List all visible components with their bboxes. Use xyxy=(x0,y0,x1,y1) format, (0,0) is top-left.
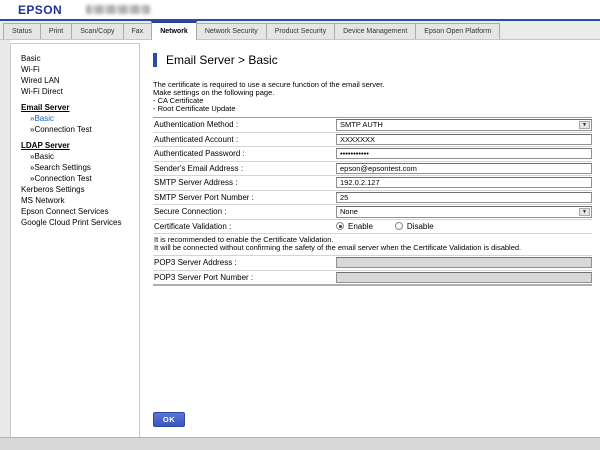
pop3-server-port-number-control xyxy=(336,271,592,283)
smtp-server-port-number-input[interactable] xyxy=(336,191,592,203)
authenticated-password-label: Authenticated Password : xyxy=(154,149,245,159)
ok-button[interactable]: OK xyxy=(153,412,185,427)
email-server-form: Authentication Method : SMTP AUTH ▼ Authent… xyxy=(153,117,592,286)
authentication-method-label: Authentication Method : xyxy=(154,120,239,130)
network-sidebar: Basic Wi-Fi Wired LAN Wi-Fi Direct Email Ser… xyxy=(10,43,140,437)
certificate-validation-option-disable[interactable]: Disable xyxy=(394,221,434,231)
intro-line-2: Make settings on the following page. xyxy=(153,88,275,97)
form-row-authenticated-password: Authenticated Password : xyxy=(153,147,592,162)
certificate-validation-note: It is recommended to enable the Certific… xyxy=(153,234,592,256)
tab-device-management[interactable]: Device Management xyxy=(334,23,416,39)
certificate-validation-option-enable[interactable]: Enable xyxy=(336,222,373,231)
authentication-method-select[interactable]: SMTP AUTH ▼ xyxy=(336,118,592,131)
senders-email-address-label: Sender's Email Address : xyxy=(154,163,244,173)
secure-connection-label: Secure Connection : xyxy=(154,207,227,217)
form-row-pop3-server-port-number: POP3 Server Port Number : xyxy=(153,271,592,286)
page-title: Email Server > Basic xyxy=(166,53,278,67)
sidebar-item-google-cloud-print-services[interactable]: Google Cloud Print Services xyxy=(21,217,122,227)
smtp-server-address-input[interactable] xyxy=(336,177,592,189)
certificate-validation-radio-label-disable: Disable xyxy=(406,221,434,231)
certificate-validation-control: Enable Disable xyxy=(336,222,592,231)
authenticated-account-input[interactable] xyxy=(336,133,592,145)
tab-status[interactable]: Status xyxy=(3,23,40,39)
intro-text: The certificate is required to use a sec… xyxy=(153,81,384,113)
sidebar-item-kerberos-settings[interactable]: Kerberos Settings xyxy=(21,184,85,194)
tab-fax[interactable]: Fax xyxy=(122,23,152,39)
tab-network[interactable]: Network xyxy=(151,21,197,40)
certificate-validation-radio-label-enable: Enable xyxy=(348,221,373,231)
tab-scan-copy[interactable]: Scan/Copy xyxy=(71,23,123,39)
form-row-smtp-server-address: SMTP Server Address : xyxy=(153,176,592,191)
form-row-pop3-server-address: POP3 Server Address : xyxy=(153,256,592,271)
pop3-server-address-label: POP3 Server Address : xyxy=(154,258,237,268)
sidebar-item-search-settings[interactable]: »Search Settings xyxy=(30,162,91,172)
tab-network-security[interactable]: Network Security xyxy=(196,23,266,39)
chevron-down-icon[interactable]: ▼ xyxy=(579,120,590,129)
form-row-authentication-method: Authentication Method : SMTP AUTH ▼ xyxy=(153,118,592,133)
form-row-certificate-validation: Certificate Validation : Enable Disable xyxy=(153,220,592,234)
smtp-server-port-number-label: SMTP Server Port Number : xyxy=(154,192,254,202)
form-row-senders-email-address: Sender's Email Address : xyxy=(153,162,592,176)
main-panel: Email Server > Basic The certificate is … xyxy=(143,40,600,437)
certificate-validation-label: Certificate Validation : xyxy=(154,221,232,231)
secure-connection-control: None ▼ xyxy=(336,205,592,218)
pop3-server-address-control xyxy=(336,257,592,269)
content-card: Basic Wi-Fi Wired LAN Wi-Fi Direct Email Ser… xyxy=(10,40,600,437)
pop3-server-port-number-label: POP3 Server Port Number : xyxy=(154,272,254,282)
intro-line-4: - Root Certificate Update xyxy=(153,104,236,113)
sidebar-item-basic[interactable]: »Basic xyxy=(30,113,55,123)
sidebar-item-basic[interactable]: »Basic xyxy=(30,151,55,161)
authentication-method-selected-value: SMTP AUTH xyxy=(340,120,383,130)
pop3-server-address-input xyxy=(336,257,592,269)
bottom-strip xyxy=(0,437,600,450)
smtp-server-port-number-control xyxy=(336,191,592,203)
form-row-authenticated-account: Authenticated Account : xyxy=(153,133,592,147)
sidebar-item-connection-test[interactable]: »Connection Test xyxy=(30,173,92,183)
model-name-blurred xyxy=(86,5,150,14)
authenticated-account-control xyxy=(336,133,592,145)
intro-line-1: The certificate is required to use a sec… xyxy=(153,80,385,89)
smtp-server-address-label: SMTP Server Address : xyxy=(154,178,238,188)
form-row-secure-connection: Secure Connection : None ▼ xyxy=(153,205,592,220)
pop3-server-port-number-input xyxy=(336,271,592,283)
note-line-2: It will be connected without confirming … xyxy=(154,243,522,252)
sidebar-item-email-server[interactable]: Email Server xyxy=(21,102,70,112)
senders-email-address-control xyxy=(336,162,592,174)
sidebar-item-ldap-server[interactable]: LDAP Server xyxy=(21,140,70,150)
sidebar-item-ms-network[interactable]: MS Network xyxy=(21,195,65,205)
sidebar-item-wi-fi[interactable]: Wi-Fi xyxy=(21,64,40,74)
secure-connection-select[interactable]: None ▼ xyxy=(336,205,592,218)
page-body: Basic Wi-Fi Wired LAN Wi-Fi Direct Email Ser… xyxy=(0,40,600,437)
sidebar-item-basic[interactable]: Basic xyxy=(21,53,41,63)
main-tab-bar: Status Print Scan/Copy Fax Network Network Se… xyxy=(0,21,600,40)
header: EPSON xyxy=(0,0,600,19)
authentication-method-control: SMTP AUTH ▼ xyxy=(336,118,592,131)
sidebar-item-wi-fi-direct[interactable]: Wi-Fi Direct xyxy=(21,86,63,96)
form-row-smtp-server-port-number: SMTP Server Port Number : xyxy=(153,191,592,205)
certificate-validation-radio-group: Enable Disable xyxy=(336,222,456,231)
note-line-1: It is recommended to enable the Certific… xyxy=(154,235,334,244)
certificate-validation-radio-disable[interactable] xyxy=(394,222,403,231)
epson-logo: EPSON xyxy=(18,3,63,17)
authenticated-password-input[interactable] xyxy=(336,148,592,160)
authenticated-account-label: Authenticated Account : xyxy=(154,134,239,144)
tab-epson-open-platform[interactable]: Epson Open Platform xyxy=(415,23,501,39)
chevron-down-icon[interactable]: ▼ xyxy=(579,207,590,216)
header-accent-line xyxy=(0,19,600,21)
sidebar-item-connection-test[interactable]: »Connection Test xyxy=(30,124,92,134)
secure-connection-selected-value: None xyxy=(340,207,358,217)
authenticated-password-control xyxy=(336,148,592,160)
certificate-validation-radio-enable[interactable] xyxy=(336,222,344,231)
sidebar-item-epson-connect-services[interactable]: Epson Connect Services xyxy=(21,206,109,216)
page-title-row: Email Server > Basic xyxy=(153,53,278,67)
intro-line-3: - CA Certificate xyxy=(153,96,204,105)
smtp-server-address-control xyxy=(336,177,592,189)
tab-print[interactable]: Print xyxy=(39,23,72,39)
senders-email-address-input[interactable] xyxy=(336,162,592,174)
title-accent-bar xyxy=(153,53,157,67)
tab-product-security[interactable]: Product Security xyxy=(265,23,335,39)
sidebar-item-wired-lan[interactable]: Wired LAN xyxy=(21,75,60,85)
